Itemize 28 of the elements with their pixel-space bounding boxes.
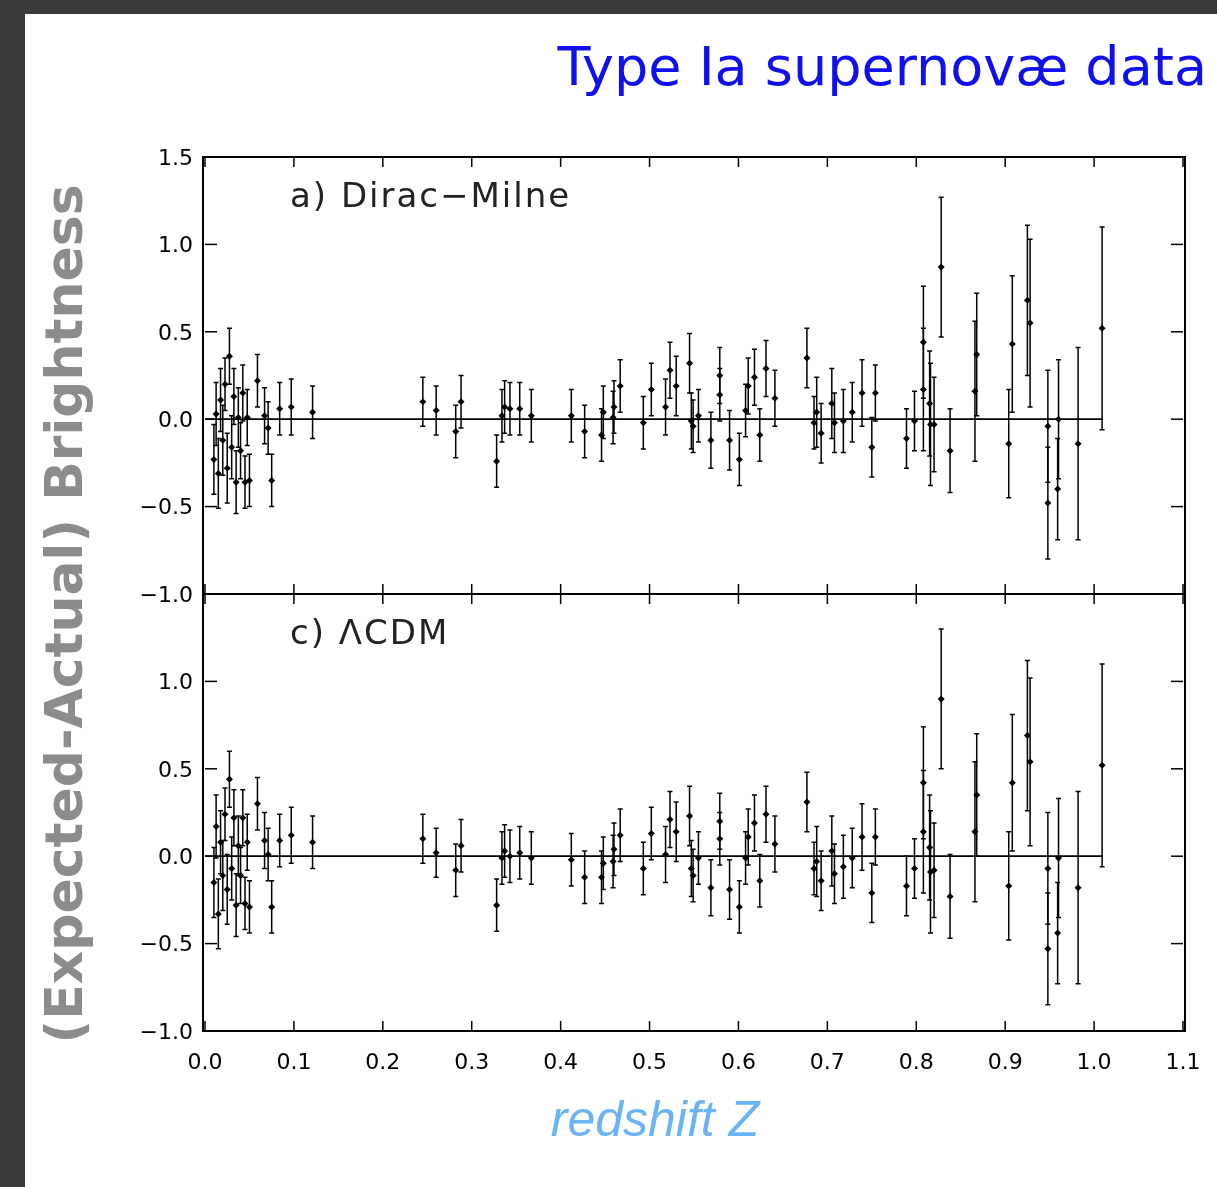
x-tick-label: 0.6 xyxy=(720,1049,756,1074)
y-tick-label: −0.5 xyxy=(139,494,193,520)
x-tick-label: 1.0 xyxy=(1076,1049,1112,1074)
x-tick-label: 0.2 xyxy=(365,1049,401,1074)
y-tick-label: 0.0 xyxy=(158,843,193,869)
annotation: a) Dirac−Milne xyxy=(290,175,572,215)
y-tick-label: −0.5 xyxy=(139,931,193,957)
y-tick-label: 0.5 xyxy=(158,319,193,345)
x-tick-label: 0.9 xyxy=(987,1049,1023,1074)
y-axis-title: (Expected-Actual) Brightness xyxy=(34,184,94,1044)
y-tick-label: −1.0 xyxy=(139,1018,193,1044)
x-tick-label: 0.4 xyxy=(543,1049,579,1074)
x-axis-title: redshift Z xyxy=(550,1091,761,1147)
x-tick-label: 0.0 xyxy=(187,1049,223,1074)
y-tick-label: −1.0 xyxy=(139,581,193,607)
x-tick-label: 0.8 xyxy=(898,1049,934,1074)
x-tick-label: 0.3 xyxy=(454,1049,490,1074)
x-tick-label: 0.7 xyxy=(809,1049,845,1074)
y-tick-label: 1.0 xyxy=(158,669,193,695)
y-tick-label: 0.5 xyxy=(158,756,193,782)
y-tick-label: 1.0 xyxy=(158,232,193,258)
y-tick-label: 0.0 xyxy=(158,406,193,432)
y-tick-label: 1.5 xyxy=(158,144,193,170)
chart-title: Type Ia supernovæ data xyxy=(556,35,1207,98)
annotation: c) ΛCDM xyxy=(290,612,450,652)
x-tick-label: 0.5 xyxy=(632,1049,668,1074)
x-tick-label: 1.1 xyxy=(1165,1049,1201,1074)
x-tick-label: 0.1 xyxy=(276,1049,312,1074)
